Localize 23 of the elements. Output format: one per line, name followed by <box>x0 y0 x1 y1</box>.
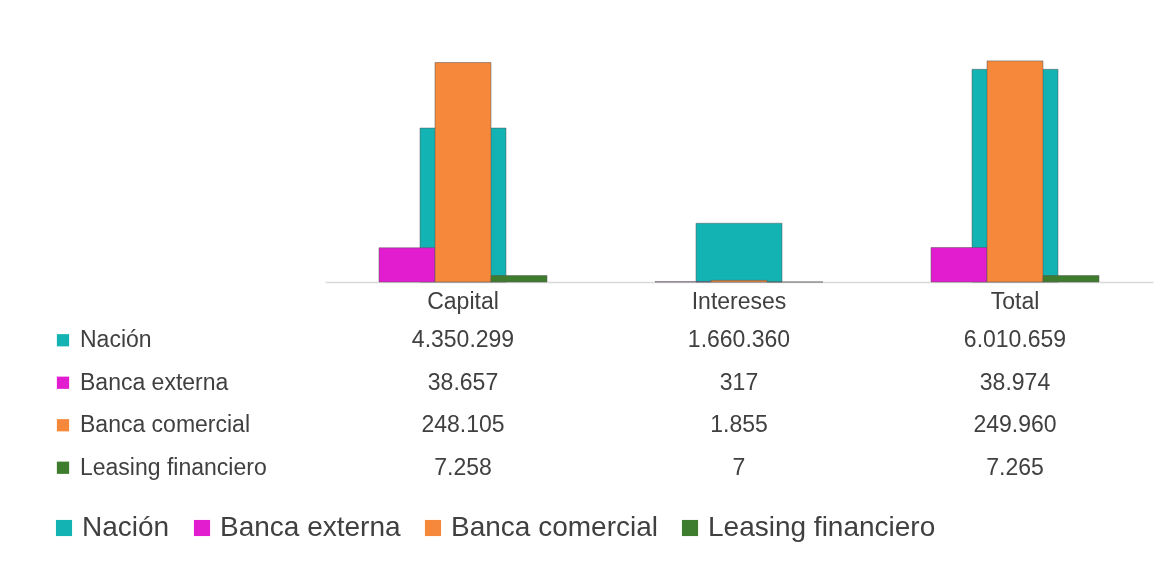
data-label: 317 <box>719 368 759 395</box>
data-label: 1.660.360 <box>687 326 791 353</box>
text: Leasing financiero <box>80 453 267 480</box>
text: Banca externa <box>220 511 401 542</box>
legend-label: Leasing financiero <box>708 511 936 542</box>
x-tick-label: Capital <box>427 287 499 314</box>
text: Nación <box>82 511 170 542</box>
data-label: 38.657 <box>427 368 499 395</box>
data-label: 7.265 <box>986 453 1044 480</box>
data-label: 4.350.299 <box>411 326 515 353</box>
legend-label: Nación <box>80 326 152 353</box>
text: Banca comercial <box>451 511 658 542</box>
x-tick-label: Total <box>990 287 1040 314</box>
data-label: 1.855 <box>710 411 768 438</box>
x-tick-label: Intereses <box>691 287 787 314</box>
data-label: 7 <box>732 453 746 480</box>
legend-label: Banca comercial <box>80 411 251 438</box>
data-label: 38.974 <box>979 368 1051 395</box>
data-label: 248.105 <box>421 411 505 438</box>
data-label: 6.010.659 <box>963 326 1067 353</box>
data-label: 249.960 <box>973 411 1057 438</box>
legend-label: Banca externa <box>80 368 229 395</box>
data-label: 7.258 <box>434 453 492 480</box>
